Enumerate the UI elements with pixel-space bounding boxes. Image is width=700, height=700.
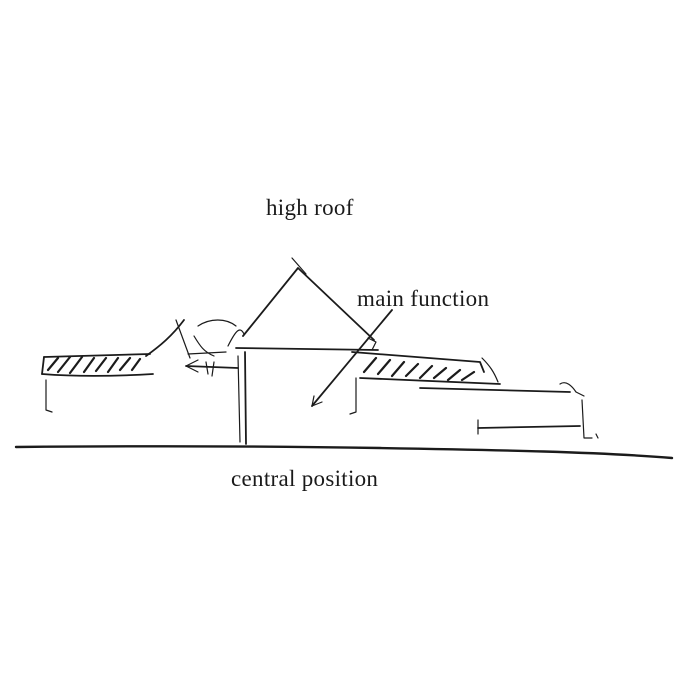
central-position-label: central position <box>231 466 379 491</box>
high-roof-label: high roof <box>266 195 354 220</box>
main-function-pointer <box>311 309 393 407</box>
ground-line <box>14 445 674 460</box>
central-tower <box>227 257 379 445</box>
main-function-label: main function <box>357 286 490 311</box>
left-wing <box>41 319 191 413</box>
right-wing <box>351 351 599 439</box>
entrance-connector <box>185 319 239 377</box>
